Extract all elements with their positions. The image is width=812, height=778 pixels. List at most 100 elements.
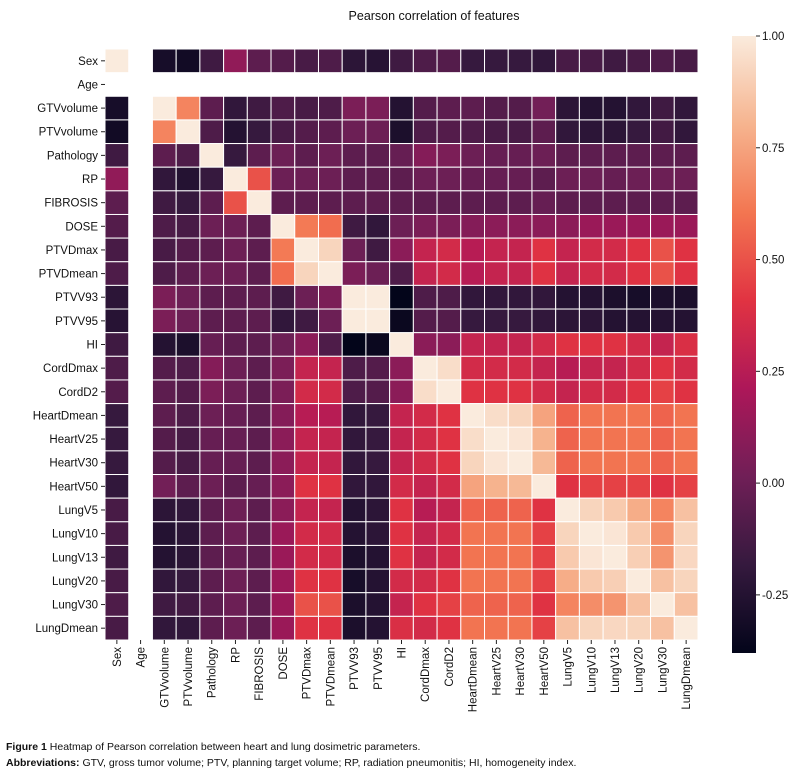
heatmap-cell [650,237,675,263]
heatmap-cell [341,261,367,286]
heatmap-cell [294,213,319,239]
heatmap-cell [223,474,248,499]
heatmap-cell [626,615,652,641]
heatmap-cell [151,403,177,428]
heatmap-cell [531,237,557,263]
heatmap-cell [578,48,604,74]
heatmap-cell [151,143,177,168]
heatmap-cell [531,615,557,641]
heatmap-cell [294,284,319,310]
heatmap-cell [555,592,580,617]
x-axis-label: HeartV25 [491,647,503,696]
heatmap-cell [484,213,509,239]
heatmap-cell [412,426,438,452]
heatmap-cell [460,355,486,381]
heatmap-cell [507,95,533,121]
heatmap-cell [602,497,628,523]
heatmap-cell [578,497,604,523]
heatmap-cell [175,48,201,74]
heatmap-cell [317,615,343,641]
heatmap-cell [673,143,699,168]
heatmap-cell [175,332,201,357]
heatmap-cell [270,592,296,617]
heatmap-cell [602,450,628,476]
heatmap-cell [507,284,533,310]
heatmap-cell [602,95,628,121]
heatmap-cell [436,166,462,192]
heatmap-cell [317,521,343,546]
heatmap-cell [246,143,272,168]
heatmap-cell [436,95,462,121]
heatmap-cell [199,190,225,215]
heatmap-cell [223,95,248,121]
heatmap-cell [436,450,462,476]
heatmap-cell [602,379,628,405]
x-axis-label: HeartV30 [515,647,527,696]
heatmap-cell [151,284,177,310]
heatmap-cell [223,544,248,570]
heatmap-cell [650,95,675,121]
heatmap-cell [341,568,367,594]
heatmap-cell [246,379,272,405]
heatmap-cell [531,261,557,286]
heatmap-cell [341,403,367,428]
heatmap-cell [365,166,391,192]
heatmap-cell [460,379,486,405]
heatmap-cell [246,615,272,641]
heatmap-cell [104,592,130,617]
heatmap-cell [436,544,462,570]
heatmap-cell [389,403,414,428]
heatmap-cell [507,190,533,215]
heatmap-cell [436,355,462,381]
figure-caption: Figure 1 Heatmap of Pearson correlation … [6,741,806,753]
heatmap-cell [578,237,604,263]
heatmap-cell [673,308,699,334]
y-axis-label: LungDmean [35,623,98,635]
heatmap-cell [460,474,486,499]
heatmap-cell [270,190,296,215]
heatmap-cell [270,615,296,641]
heatmap-cell [555,166,580,192]
y-axis-label: LungV10 [52,529,98,541]
heatmap-cell [223,355,248,381]
heatmap-cell [436,568,462,594]
heatmap-cell [389,379,414,405]
heatmap-cell [246,213,272,239]
heatmap-cell [365,308,391,334]
heatmap-cell [365,474,391,499]
heatmap-cell [626,544,652,570]
heatmap-cell [555,426,580,452]
heatmap-cell [507,474,533,499]
heatmap-cell [223,48,248,74]
heatmap-cell [555,403,580,428]
heatmap-cell [507,237,533,263]
heatmap-cell [555,497,580,523]
heatmap-cell [151,308,177,334]
heatmap-cell [460,497,486,523]
heatmap-cell [507,450,533,476]
heatmap-cell [270,308,296,334]
heatmap-cell [294,450,319,476]
heatmap-cell [341,426,367,452]
heatmap-cell [460,48,486,74]
heatmap-cell [507,403,533,428]
heatmap-cell [602,355,628,381]
heatmap-cell [650,48,675,74]
heatmap-cell [223,450,248,476]
heatmap-cell [365,119,391,145]
heatmap-cell [460,426,486,452]
heatmap-cell [650,143,675,168]
colorbar-tick-label: 0.00 [762,478,784,490]
x-axis-label: PTVvolume [183,647,195,706]
heatmap-cell [341,213,367,239]
heatmap-cell [460,166,486,192]
heatmap-cell [270,403,296,428]
heatmap-cell [199,284,225,310]
heatmap-cell [626,497,652,523]
heatmap-cell [246,568,272,594]
abbreviations-caption: Abbreviations: GTV, gross tumor volume; … [6,757,806,769]
heatmap-cell [460,143,486,168]
heatmap-cell [531,48,557,74]
heatmap-cell [270,166,296,192]
heatmap-cell [602,426,628,452]
